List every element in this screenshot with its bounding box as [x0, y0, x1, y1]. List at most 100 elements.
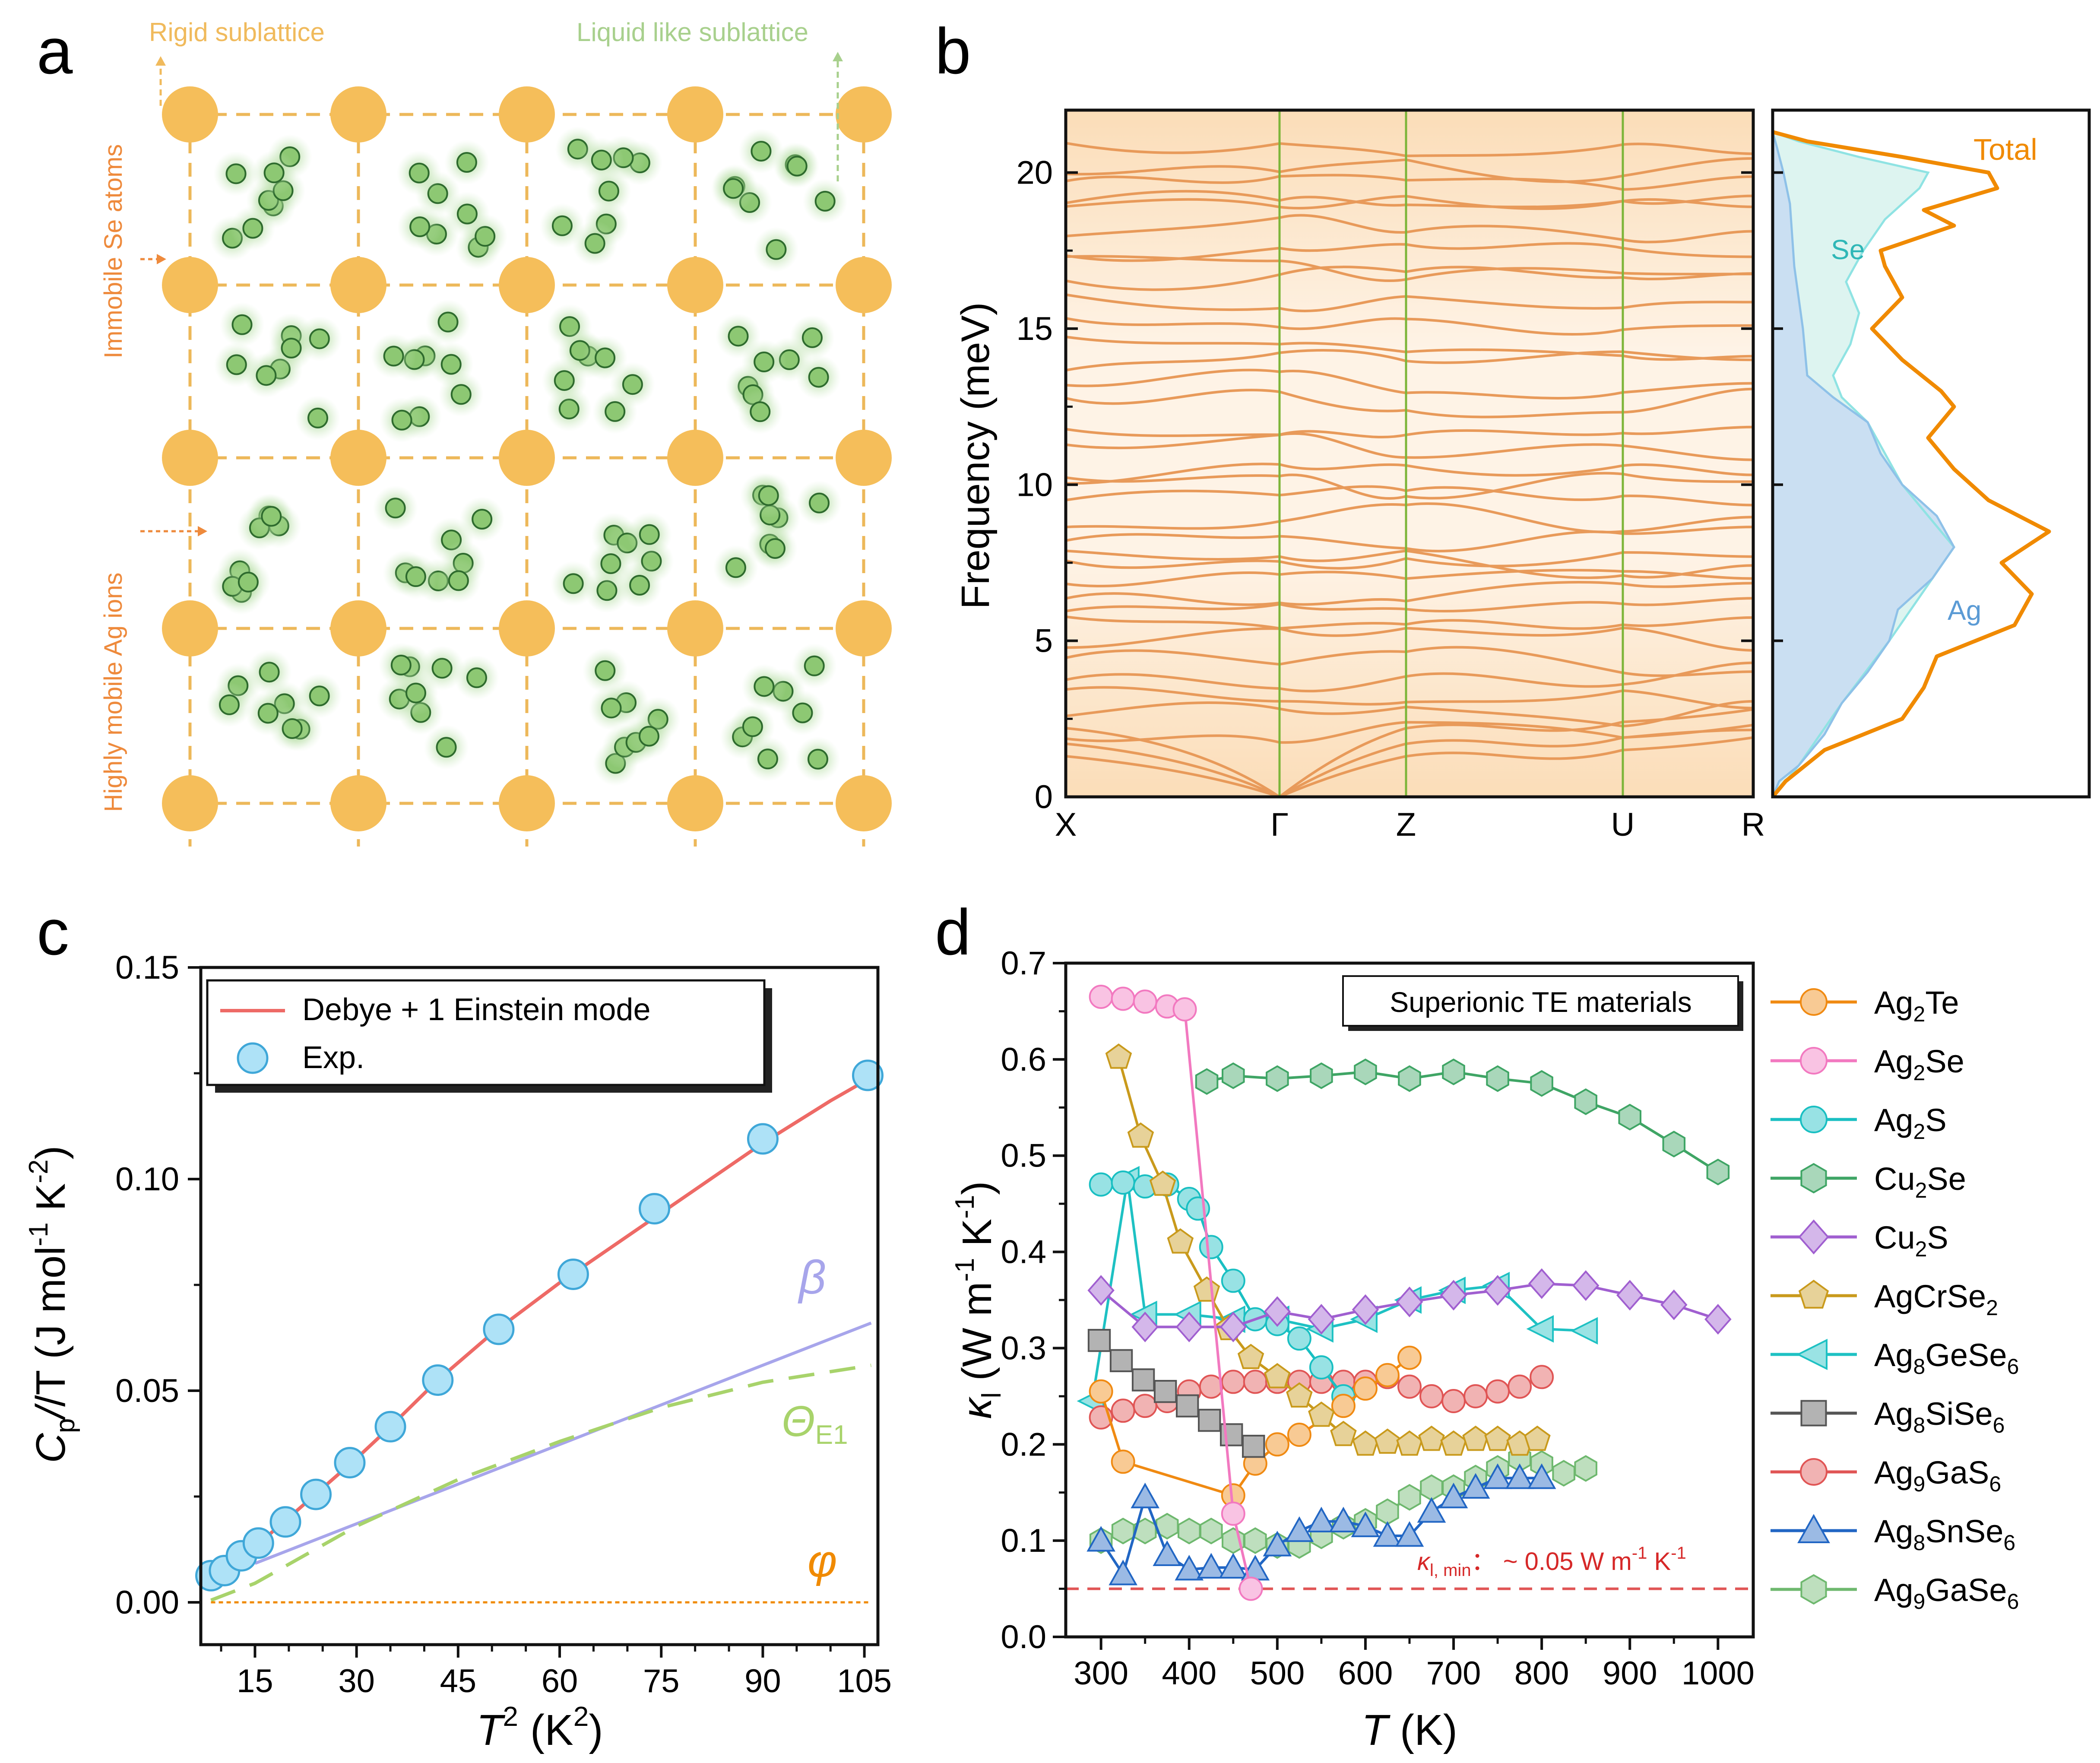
data-point [1440, 1280, 1467, 1311]
ag-ion-cluster [206, 127, 848, 786]
ag-ion [584, 233, 605, 254]
data-point [1089, 1379, 1113, 1404]
x-tick-label: 105 [837, 1663, 892, 1700]
x-tick-label: 700 [1426, 1655, 1481, 1692]
data-point [1131, 1311, 1159, 1342]
data-point [1222, 1062, 1245, 1089]
se-atom [499, 430, 555, 486]
ag-ion [391, 409, 412, 431]
data-point [1219, 1553, 1248, 1579]
data-point [1508, 1374, 1532, 1399]
data-point [1797, 1514, 1830, 1543]
ag-ion [605, 401, 626, 422]
x-tick-label: 300 [1074, 1655, 1128, 1692]
heat-capacity-plot [195, 1059, 884, 1604]
se-atom [667, 600, 723, 656]
band-y-axis: 0 5 10 15 20 [1016, 155, 1753, 815]
legend-label: Ag2Se [1874, 1043, 1964, 1085]
kmin-label: κl, min： ~ 0.05 W m-1 K-1 [1417, 1544, 1686, 1580]
data-point [1221, 1268, 1245, 1293]
exp-legend-marker [237, 1042, 269, 1074]
se-atom [162, 600, 218, 656]
y-tick-label: 0.15 [115, 949, 179, 986]
y-tick-label: 0.05 [115, 1373, 179, 1409]
ag-ion [437, 311, 459, 333]
ag-ion [383, 346, 404, 367]
kappa-plot [1066, 985, 1753, 1601]
data-point [1552, 1460, 1575, 1487]
panel-d-thermal-conductivity: d 300 400 500 600 700 800 900 1000 0.0 0.1 0.2 0.3 0… [935, 896, 2019, 1754]
se-atom [330, 600, 386, 656]
data-point [1265, 1432, 1289, 1457]
data-point [1221, 1370, 1245, 1394]
data-point [1089, 1172, 1113, 1197]
se-atom [836, 86, 892, 143]
ag-ion [563, 573, 584, 594]
se-atom [836, 600, 892, 656]
legend-label: Cu2S [1874, 1220, 1948, 1261]
data-point [1505, 1463, 1534, 1489]
ag-ion [456, 203, 478, 225]
series-ag2s [1089, 1170, 1356, 1408]
legend-label-part: Cu [1874, 1220, 1915, 1256]
ag-ion [591, 149, 612, 171]
legend-label-part: S [1925, 1102, 1946, 1138]
se-atom-array [162, 86, 892, 831]
se-atom [836, 257, 892, 313]
legend-label-part: S [1927, 1220, 1948, 1256]
dos-se-label: Se [1831, 234, 1865, 265]
y-tick-label: 0.10 [115, 1161, 179, 1198]
x-tick-label: 500 [1250, 1655, 1305, 1692]
exp-data-point [422, 1364, 454, 1396]
ag-ion [766, 239, 787, 260]
data-point [1528, 1268, 1555, 1299]
data-point [1706, 1158, 1730, 1186]
data-point [1219, 1311, 1247, 1342]
ag-ion [219, 694, 240, 715]
data-point [1264, 1363, 1291, 1389]
legend-label-part: 9 [1913, 1589, 1926, 1614]
ag-ion [600, 553, 621, 574]
data-point [1798, 1219, 1829, 1255]
arrow-head-icon [833, 52, 843, 61]
data-point [1330, 1421, 1357, 1446]
data-point [1244, 1527, 1267, 1554]
legend-label: Ag9GaS6 [1874, 1455, 2001, 1496]
series-line [254, 1321, 872, 1565]
ag-ion [601, 698, 622, 719]
series-ag8sise6 [1087, 1329, 1265, 1458]
c-legend: Debye + 1 Einstein mode Exp. [206, 979, 772, 1093]
ag-ion [804, 655, 825, 676]
data-point [1484, 1425, 1511, 1451]
data-point [1530, 1365, 1554, 1389]
data-point [1242, 1435, 1265, 1458]
immobile-se-label: Immobile Se atoms [99, 144, 127, 358]
data-point [1087, 1275, 1115, 1306]
y-tick-label: 20 [1016, 155, 1053, 191]
k-point-label: X [1055, 806, 1077, 843]
ag-ion [809, 492, 830, 514]
ag-ion [440, 354, 462, 375]
data-point [1417, 1497, 1446, 1523]
data-point [1442, 1058, 1465, 1085]
ag-ion [807, 748, 828, 770]
series-ag2se [1089, 985, 1263, 1601]
legend-label-part: Cu [1874, 1161, 1915, 1197]
se-atom [499, 600, 555, 656]
c-x-axis-title: T2 (K2) [476, 1701, 603, 1754]
data-point [1285, 1516, 1314, 1542]
arrow-head-icon [198, 526, 207, 536]
se-atom [499, 86, 555, 143]
data-point [1524, 1425, 1551, 1451]
data-point [1420, 1474, 1443, 1501]
exp-data-point [300, 1478, 332, 1510]
panel-b-phonon-dispersion: b 0 5 10 15 20 X Γ Z U R Frequency (meV) Total S… [935, 15, 2091, 843]
band-y-axis-title: Frequency (meV) [953, 302, 998, 609]
y-tick-label: 0.1 [1001, 1522, 1046, 1559]
data-point [1800, 988, 1828, 1016]
data-point [1397, 1374, 1422, 1399]
legend-label: Ag2Te [1874, 985, 1959, 1026]
ag-ion [405, 566, 426, 587]
data-point [1199, 1235, 1223, 1259]
